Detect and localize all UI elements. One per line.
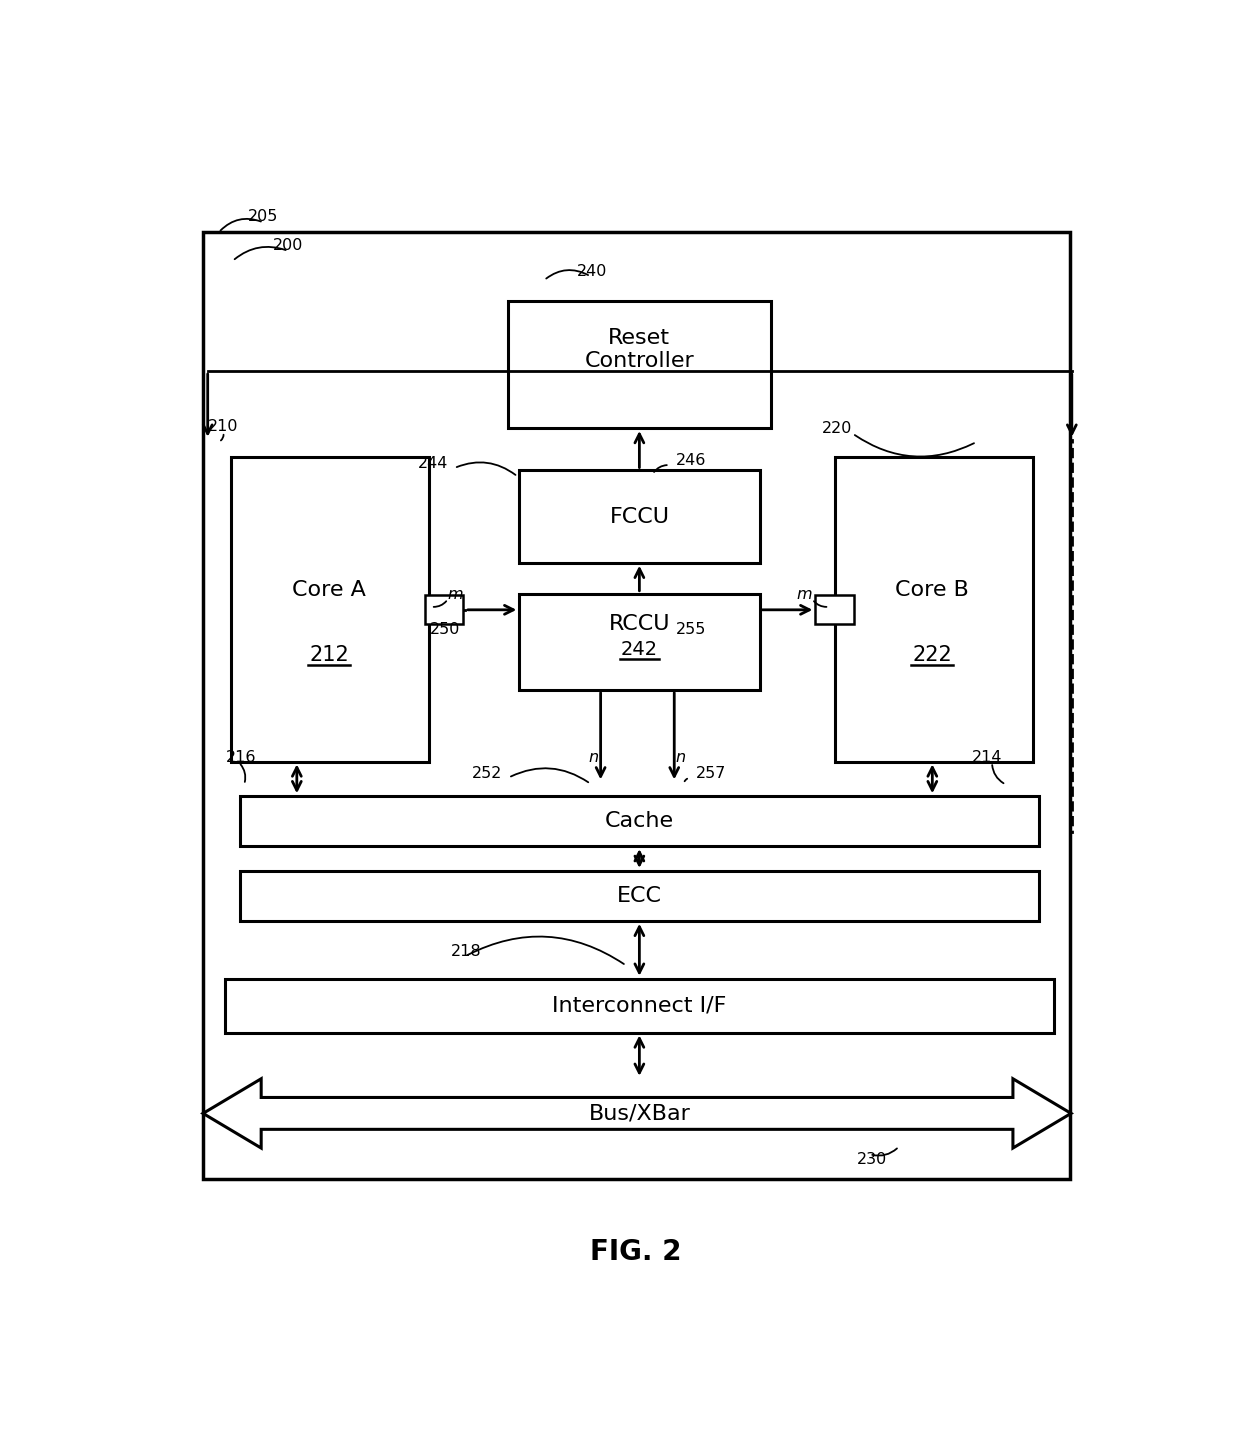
Text: 242: 242 — [621, 641, 658, 660]
Bar — [816, 594, 854, 625]
Text: Core A: Core A — [293, 580, 366, 600]
Bar — [424, 594, 464, 625]
Text: 246: 246 — [676, 452, 706, 468]
Bar — [520, 593, 759, 690]
Text: 220: 220 — [821, 420, 852, 435]
Text: Core B: Core B — [895, 580, 970, 600]
Text: 257: 257 — [696, 766, 727, 780]
Bar — [785, 439, 1071, 832]
Text: FIG. 2: FIG. 2 — [590, 1238, 681, 1266]
Text: 252: 252 — [472, 766, 502, 780]
Text: 216: 216 — [226, 750, 257, 766]
Bar — [836, 457, 1033, 761]
Bar — [489, 278, 791, 493]
Text: Reset
Controller: Reset Controller — [584, 328, 694, 371]
Bar — [520, 470, 759, 563]
Text: 255: 255 — [676, 622, 706, 638]
Text: 218: 218 — [451, 944, 481, 960]
Bar — [507, 302, 771, 428]
Bar — [238, 465, 436, 768]
Text: 240: 240 — [578, 264, 608, 278]
Text: 222: 222 — [913, 645, 952, 666]
Text: 214: 214 — [972, 750, 1002, 766]
Text: 200: 200 — [273, 238, 303, 254]
Bar — [224, 783, 1054, 948]
Bar — [203, 232, 1069, 1179]
Text: 244: 244 — [418, 455, 448, 471]
Text: RCCU: RCCU — [609, 615, 670, 635]
Bar — [241, 871, 1039, 921]
Text: m: m — [796, 587, 812, 602]
Bar — [207, 439, 495, 832]
Text: 205: 205 — [248, 209, 278, 223]
Text: FCCU: FCCU — [609, 506, 670, 526]
Polygon shape — [203, 1079, 1071, 1148]
Text: 230: 230 — [857, 1153, 887, 1167]
Bar — [241, 796, 1039, 847]
Text: Interconnect I/F: Interconnect I/F — [552, 996, 727, 1015]
Bar — [224, 979, 1054, 1032]
Text: m: m — [448, 587, 464, 602]
Text: Bus/XBar: Bus/XBar — [589, 1103, 691, 1124]
Bar — [231, 457, 429, 761]
Text: Cache: Cache — [605, 811, 673, 831]
Text: ECC: ECC — [616, 886, 662, 906]
Text: 212: 212 — [310, 645, 350, 666]
Text: 250: 250 — [430, 622, 460, 638]
Text: n: n — [676, 750, 686, 766]
Text: 210: 210 — [207, 419, 238, 434]
Text: n: n — [589, 750, 599, 766]
Bar — [843, 465, 1040, 768]
